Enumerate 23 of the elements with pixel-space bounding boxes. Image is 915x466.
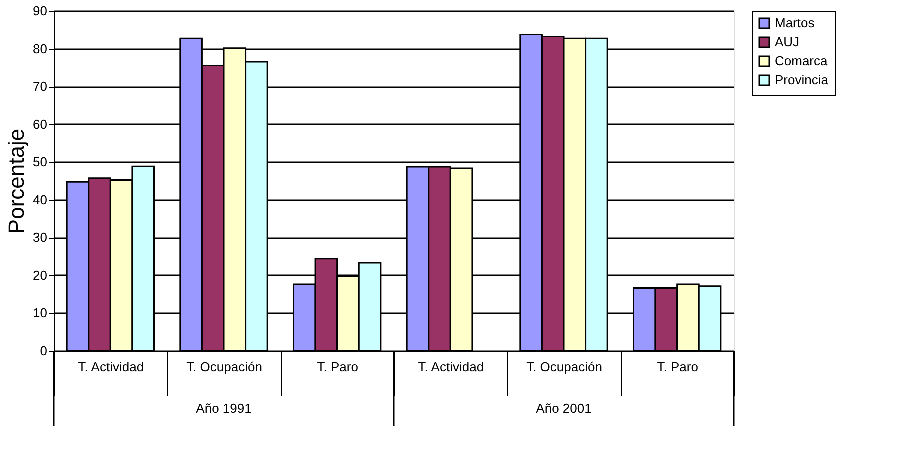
legend-label: Provincia <box>775 72 830 88</box>
y-tick-label: 80 <box>33 41 48 56</box>
legend-label: Comarca <box>775 54 829 68</box>
text: Año 1991 <box>196 401 252 416</box>
x-tick-label: T. Paro <box>317 360 358 374</box>
x-tick-label: T. Ocupación <box>526 360 602 374</box>
y-tick-label: 50 <box>33 154 48 170</box>
y-tick-label: 10 <box>33 306 48 321</box>
legend-label: AUJ <box>775 34 800 50</box>
y-tick-label: 30 <box>33 230 48 246</box>
legend-label: Martos <box>775 16 816 30</box>
y-tick-label: 70 <box>33 79 48 94</box>
y-tick-label: 20 <box>33 268 48 283</box>
text: Año 2001 <box>536 401 592 416</box>
x-tick-label: T. Actividad <box>78 360 144 374</box>
y-tick-label: 90 <box>33 4 48 18</box>
x-tick-label: T. Paro <box>657 360 698 374</box>
y-tick-label: 0 <box>40 344 48 358</box>
x-tick-label: T. Actividad <box>418 360 484 374</box>
y-axis-title: Porcentaje <box>4 128 30 234</box>
x-tick-label: T. Ocupación <box>186 360 262 374</box>
y-tick-label: 60 <box>33 116 48 132</box>
y-tick-label: 40 <box>33 192 48 208</box>
